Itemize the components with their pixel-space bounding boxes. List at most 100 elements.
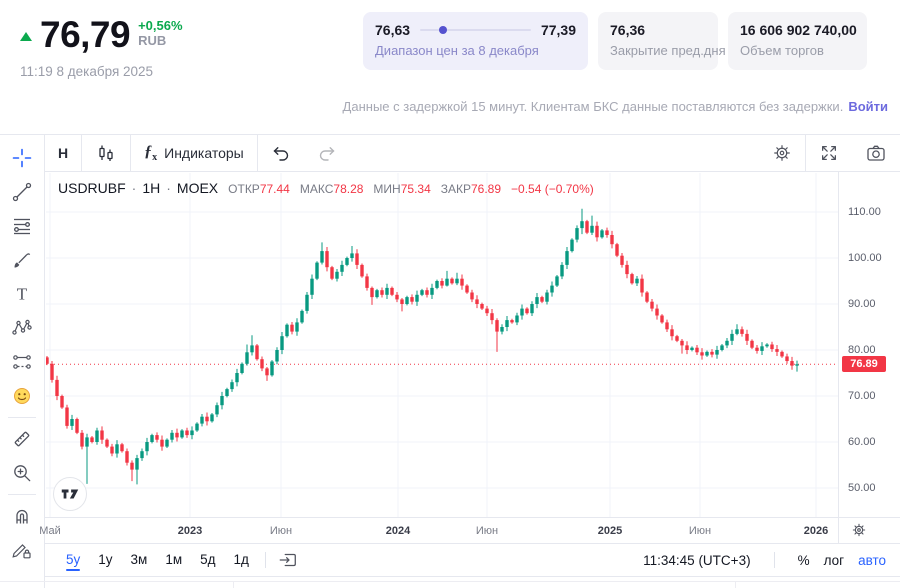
indicators-label: Индикаторы: [164, 145, 244, 161]
range-button-3м[interactable]: 3м: [130, 551, 148, 567]
pencil-lock-icon: [12, 544, 31, 559]
widget-top-border: [0, 134, 900, 135]
interval-button[interactable]: Н: [58, 145, 69, 161]
ohlc-close: ЗАКР76.89: [440, 182, 502, 196]
last-price-badge: 76.89: [842, 356, 886, 373]
axis-corner-divider: [838, 518, 839, 543]
price-range-card: 76,63 77,39 Диапазон цен за 8 декабря: [363, 12, 588, 70]
symbol-interval: 1Н: [142, 180, 161, 196]
currency-code: RUB: [138, 33, 167, 48]
toolbar-divider: [81, 134, 83, 172]
axis-settings-button[interactable]: [851, 522, 867, 543]
price-tick-label: 90.00: [848, 298, 876, 310]
volume-label: Объем торгов: [740, 43, 824, 58]
brush-icon: [14, 253, 31, 268]
chart-bottom-bar: 5у 1у 3м 1м 5д 1д 11:34:45 (UTC+3) % лог авто: [45, 543, 900, 577]
range-button-1у[interactable]: 1у: [98, 551, 113, 567]
magnet-tool[interactable]: [6, 501, 38, 531]
chart-type-button[interactable]: [82, 135, 130, 171]
price-tick-label: 80.00: [848, 344, 876, 356]
tradingview-logo-mark: [61, 489, 79, 499]
gear-icon: [852, 523, 866, 537]
range-low-value: 76,63: [375, 22, 411, 38]
measure-tool[interactable]: [6, 424, 38, 454]
prev-close-label: Закрытие пред.дня: [610, 43, 726, 58]
crosshair-icon: [12, 148, 32, 168]
partially-visible-tool[interactable]: [6, 569, 38, 588]
symbol-title[interactable]: USDRUBF · 1Н · MOEX: [58, 180, 219, 196]
pattern-tool[interactable]: [6, 313, 38, 343]
candlestick-style-icon: [99, 145, 113, 161]
auto-scale-toggle[interactable]: авто: [858, 552, 886, 568]
prev-close-value: 76,36: [610, 22, 646, 38]
symbol-name: USDRUBF: [58, 180, 126, 196]
emoji-tool[interactable]: [6, 381, 38, 411]
time-axis[interactable]: Май 2023 Июн 2024 Июн 2025 Июн 2026: [39, 517, 900, 543]
xabcd-pattern-icon: [12, 319, 32, 335]
indicators-button[interactable]: ƒx Индикаторы: [131, 135, 257, 171]
time-tick-label: Июн: [688, 524, 712, 537]
symbol-exchange: MOEX: [176, 180, 219, 196]
price-up-arrow-icon: [20, 32, 32, 41]
trend-line-tool[interactable]: [6, 177, 38, 207]
next-section-divider: [735, 582, 736, 588]
log-scale-toggle[interactable]: лог: [823, 552, 845, 568]
toolbar-divider: [8, 494, 36, 495]
price-tick-label: 100.00: [848, 252, 882, 264]
undo-icon: [273, 147, 288, 161]
magnet-icon: [16, 509, 28, 524]
fib-lines-tool[interactable]: [6, 211, 38, 241]
cross-cursor-tool[interactable]: [6, 143, 38, 173]
fx-icon: ƒx: [144, 142, 158, 164]
time-tick-label: 2025: [597, 524, 623, 537]
next-section-border: [0, 581, 900, 582]
time-tick-label: Июн: [475, 524, 499, 537]
login-link[interactable]: Войти: [848, 99, 888, 114]
undo-button[interactable]: [258, 135, 304, 171]
range-card-label: Диапазон цен за 8 декабря: [375, 43, 539, 58]
fullscreen-button[interactable]: [806, 135, 852, 171]
text-tool[interactable]: T: [6, 279, 38, 309]
toolbar-divider: [256, 134, 258, 172]
volume-card: 16 606 902 740,00 Объем торгов: [728, 12, 867, 70]
price-axis[interactable]: 110.00 100.00 90.00 80.00 70.00 60.00 50.00 76.…: [838, 172, 900, 517]
fib-retracement-icon: [14, 218, 30, 235]
text-icon: T: [17, 285, 28, 304]
ohlc-change: −0.54 (−0.70%): [511, 182, 594, 196]
next-section-divider: [233, 582, 234, 588]
toolbar-divider: [805, 134, 806, 172]
range-button-5д[interactable]: 5д: [200, 551, 216, 567]
lock-drawings-tool[interactable]: [6, 535, 38, 565]
chart-settings-button[interactable]: [759, 135, 805, 171]
range-button-1д[interactable]: 1д: [233, 551, 249, 567]
range-current-dot: [439, 26, 448, 34]
date-range-switcher: 5у 1у 3м 1м 5д 1д: [59, 548, 256, 573]
price-tick-label: 70.00: [848, 390, 876, 402]
redo-button[interactable]: [304, 135, 350, 171]
current-price: 76,79: [40, 14, 131, 55]
price-change-percent: +0,56%: [138, 18, 183, 33]
brush-tool[interactable]: [6, 245, 38, 275]
time-tick-label: 2023: [177, 524, 203, 537]
percent-scale-toggle[interactable]: %: [797, 552, 810, 568]
chart-canvas[interactable]: USDRUBF · 1Н · MOEX ОТКР77.44 МАКС78.28 …: [45, 173, 838, 517]
candlestick-chart[interactable]: [45, 173, 838, 517]
zoom-in-tool[interactable]: [6, 458, 38, 488]
bottom-bar-divider: [773, 552, 775, 568]
projection-tool[interactable]: [6, 347, 38, 377]
drawing-toolbar: T: [0, 135, 45, 588]
delay-notice: Данные с задержкой 15 минут. Клиентам БК…: [343, 99, 888, 114]
bottom-bar-divider: [264, 552, 266, 568]
gear-icon: [774, 145, 790, 161]
go-to-date-button[interactable]: [275, 547, 301, 573]
range-slider-track: [420, 26, 531, 34]
price-tick-label: 110.00: [848, 206, 881, 218]
snapshot-button[interactable]: [852, 135, 900, 171]
tradingview-logo[interactable]: [53, 477, 87, 511]
delay-notice-text: Данные с задержкой 15 минут. Клиентам БК…: [342, 99, 844, 114]
clock-timezone[interactable]: 11:34:45 (UTC+3): [643, 552, 751, 568]
range-button-5у[interactable]: 5у: [59, 548, 87, 573]
projection-icon: [13, 355, 31, 369]
range-button-1м[interactable]: 1м: [165, 551, 183, 567]
